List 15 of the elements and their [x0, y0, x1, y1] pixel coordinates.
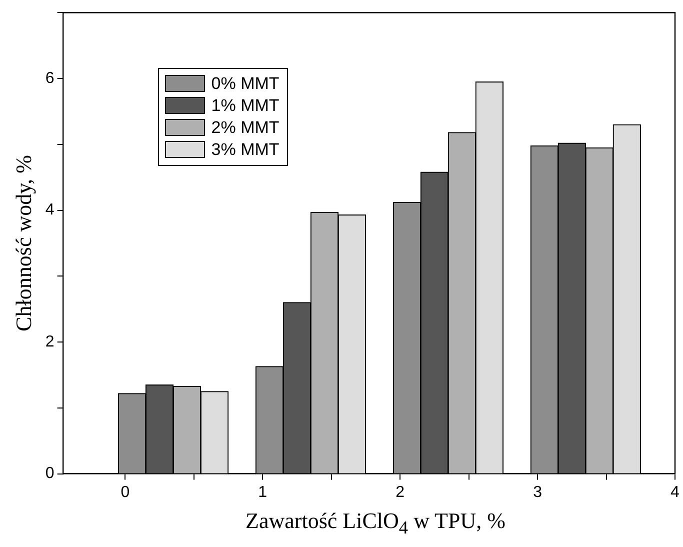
x-axis-title: Zawartość LiClO$_{4}$ w TPU, %	[244, 508, 506, 538]
legend-label: 0% MMT	[211, 74, 280, 94]
y-axis-title: Chłonność wody, %	[10, 154, 36, 332]
x-tick-label: 0	[120, 484, 130, 501]
y-tick-label: 0	[45, 465, 54, 482]
x-tick-label: 3	[533, 484, 542, 501]
x-tick-label: 4	[670, 484, 680, 501]
x-tick-label: 1	[258, 484, 268, 501]
y-tick-label: 2	[45, 333, 54, 350]
x-tick-label: 2	[396, 484, 405, 501]
legend-label: 1% MMT	[211, 96, 280, 116]
y-tick-label: 6	[45, 70, 54, 87]
y-tick-label: 4	[45, 202, 54, 219]
legend-label: 3% MMT	[211, 140, 280, 160]
legend-label: 2% MMT	[211, 118, 280, 138]
